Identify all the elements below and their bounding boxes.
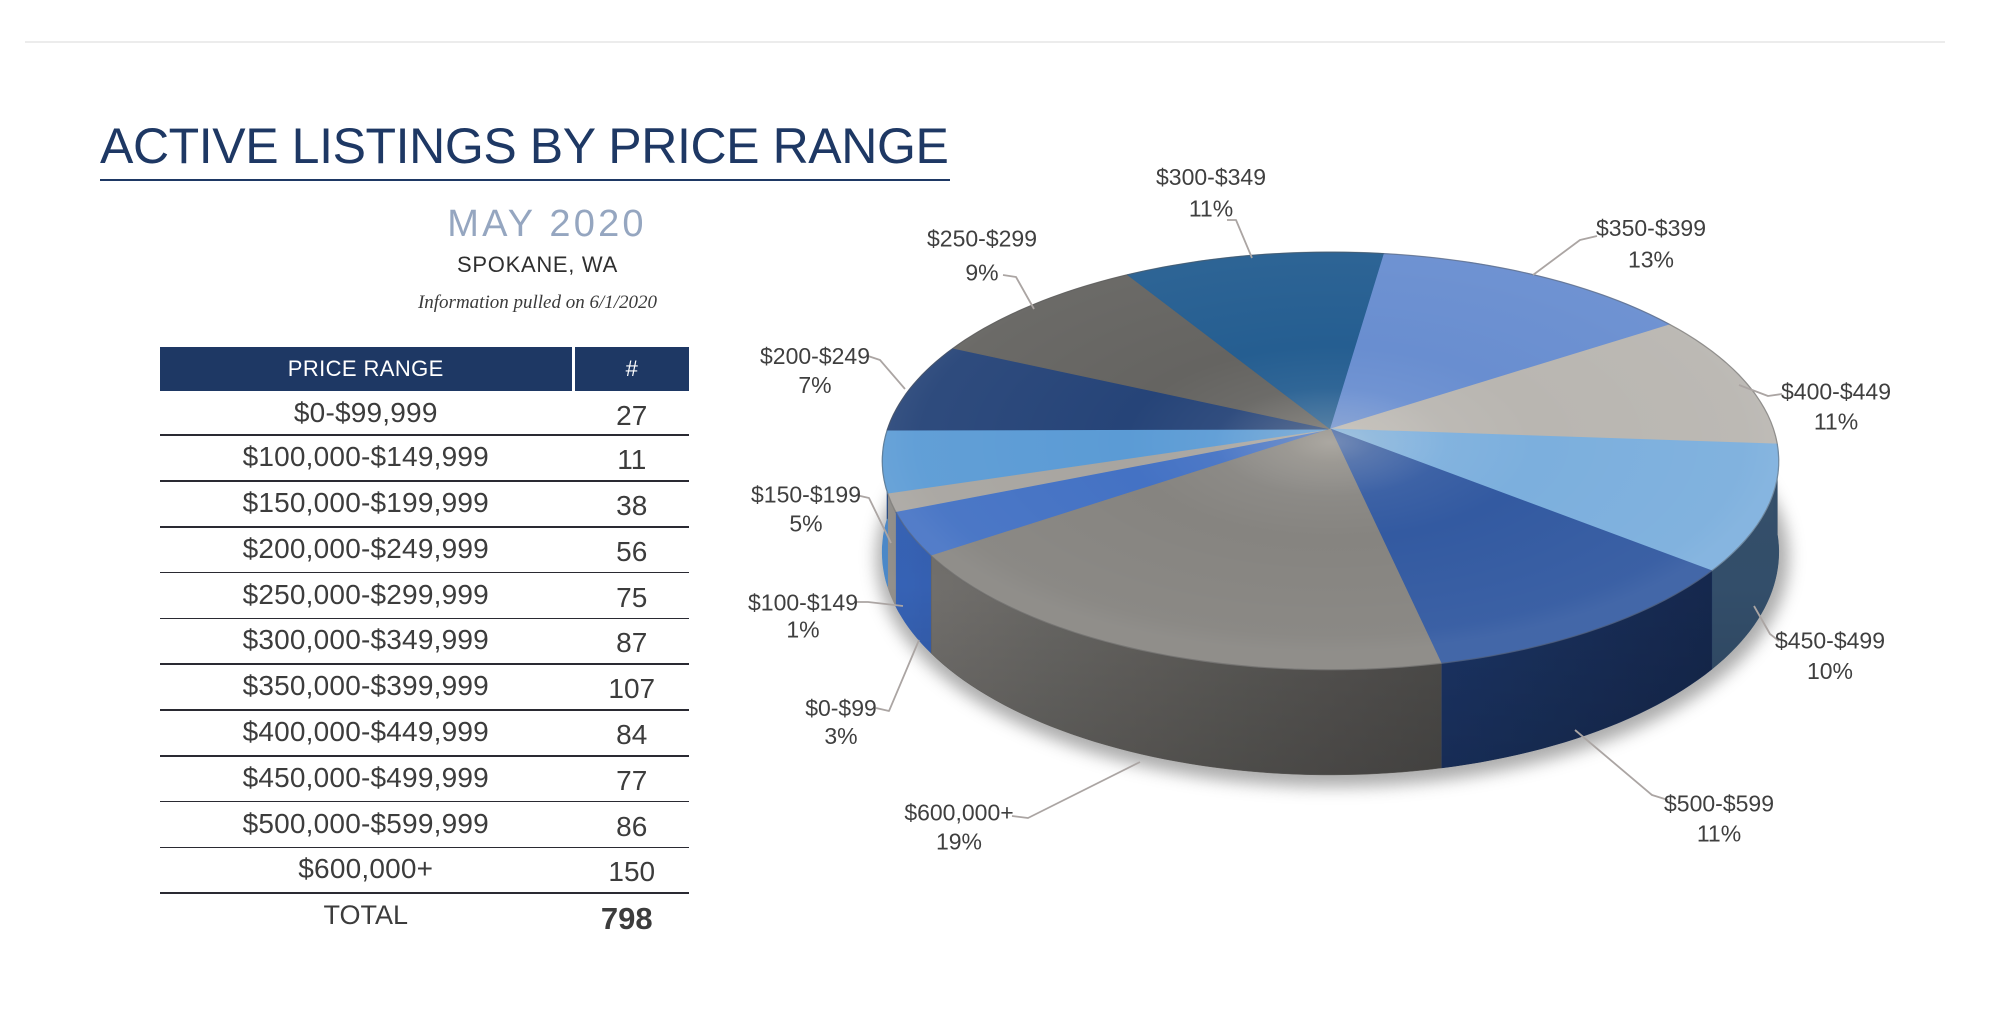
svg-text:10%: 10%: [1807, 658, 1853, 684]
svg-text:1%: 1%: [786, 617, 819, 643]
svg-text:$500-$599: $500-$599: [1664, 791, 1774, 817]
svg-text:$200-$249: $200-$249: [760, 343, 870, 369]
svg-text:5%: 5%: [789, 510, 822, 536]
svg-text:$0-$99: $0-$99: [805, 695, 877, 721]
svg-text:11%: 11%: [1697, 821, 1741, 847]
svg-text:$100-$149: $100-$149: [748, 590, 858, 616]
svg-text:3%: 3%: [824, 723, 857, 749]
svg-text:7%: 7%: [798, 372, 831, 398]
svg-text:13%: 13%: [1628, 247, 1674, 273]
svg-text:9%: 9%: [965, 260, 998, 286]
svg-text:19%: 19%: [936, 829, 982, 855]
svg-text:$250-$299: $250-$299: [927, 225, 1037, 251]
svg-text:$350-$399: $350-$399: [1596, 215, 1706, 241]
svg-text:$450-$499: $450-$499: [1775, 628, 1885, 654]
svg-text:11%: 11%: [1814, 409, 1858, 435]
svg-text:$600,000+: $600,000+: [904, 800, 1013, 826]
svg-text:11%: 11%: [1189, 196, 1233, 222]
svg-text:$300-$349: $300-$349: [1156, 164, 1266, 190]
svg-text:$150-$199: $150-$199: [751, 481, 861, 507]
svg-text:$400-$449: $400-$449: [1781, 379, 1891, 405]
